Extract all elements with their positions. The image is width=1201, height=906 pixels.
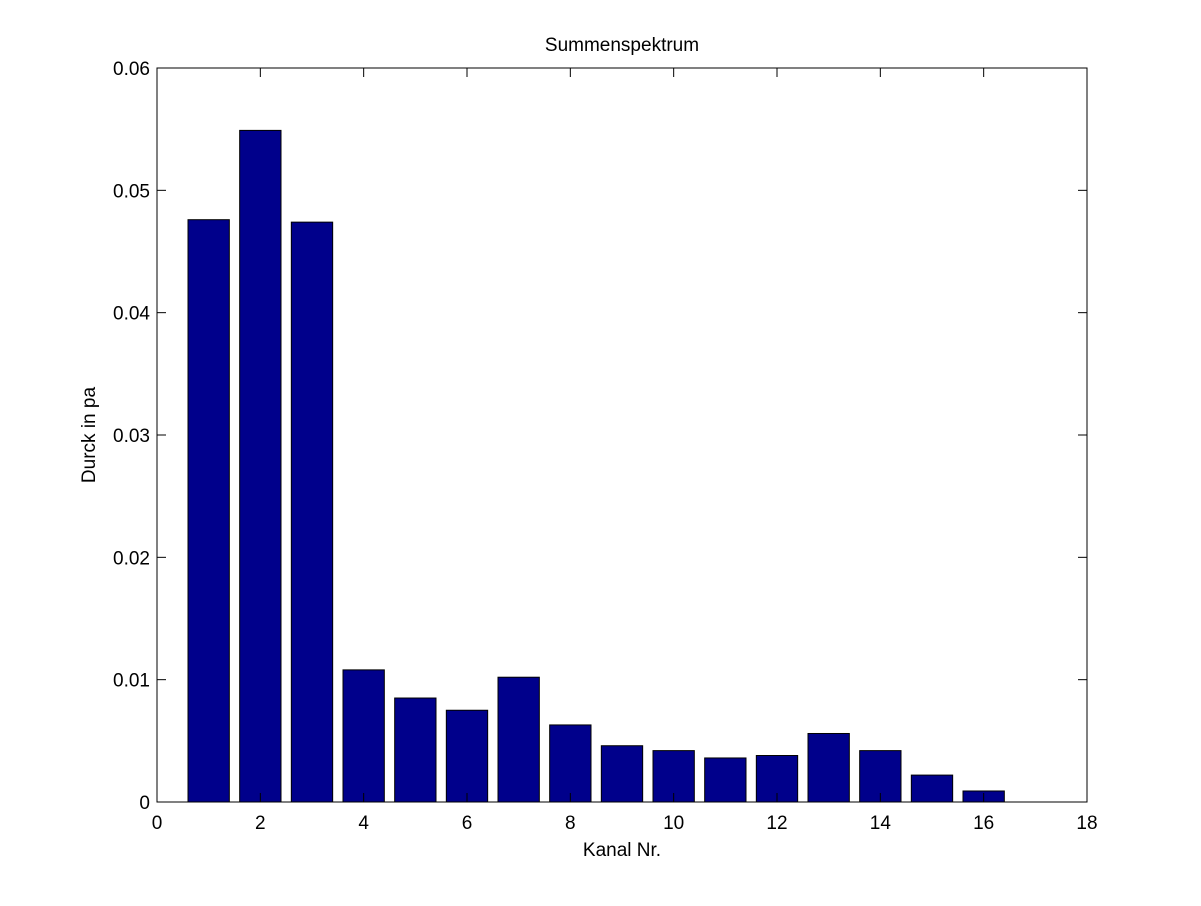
y-tick-label: 0.06 — [113, 59, 150, 80]
y-tick-label: 0.02 — [113, 548, 150, 569]
bar-kanal-2 — [239, 129, 282, 803]
y-tick-label: 0 — [139, 793, 150, 814]
x-tick-label: 16 — [973, 813, 994, 834]
bar-kanal-6 — [445, 709, 489, 803]
bar-kanal-4 — [342, 669, 385, 803]
bar-kanal-9 — [600, 745, 644, 803]
bar-kanal-15 — [910, 774, 954, 803]
x-axis-label: Kanal Nr. — [583, 840, 661, 861]
x-tick-label: 14 — [870, 813, 892, 834]
tick-labels-group: 0 2 4 6 8 10 12 14 16 18 0 0.01 0.02 0.03 0.04 0.05 0.06 — [113, 59, 1098, 834]
x-tick-label: 6 — [462, 813, 473, 834]
bar-kanal-5 — [394, 697, 437, 803]
bar-kanal-11 — [704, 757, 747, 803]
y-tick-label: 0.05 — [113, 181, 150, 202]
x-tick-label: 4 — [358, 813, 369, 834]
plot-frame — [156, 67, 1088, 803]
bar-kanal-8 — [549, 724, 592, 803]
x-tick-label: 0 — [152, 813, 163, 834]
x-tick-label: 18 — [1076, 813, 1097, 834]
y-axis-label: Durck in pa — [79, 387, 100, 484]
x-tick-label: 10 — [663, 813, 684, 834]
x-tick-label: 2 — [255, 813, 266, 834]
x-tick-label: 12 — [766, 813, 787, 834]
chart-title: Summenspektrum — [545, 35, 699, 56]
bar-kanal-1 — [187, 219, 230, 803]
bars-group — [187, 129, 1005, 803]
bar-kanal-13 — [807, 732, 850, 803]
y-tick-label: 0.01 — [113, 671, 150, 692]
y-tick-label: 0.03 — [113, 426, 150, 447]
x-tick-label: 8 — [565, 813, 576, 834]
bar-kanal-3 — [290, 221, 334, 803]
y-tick-label: 0.04 — [113, 304, 150, 325]
bar-kanal-7 — [497, 676, 540, 803]
